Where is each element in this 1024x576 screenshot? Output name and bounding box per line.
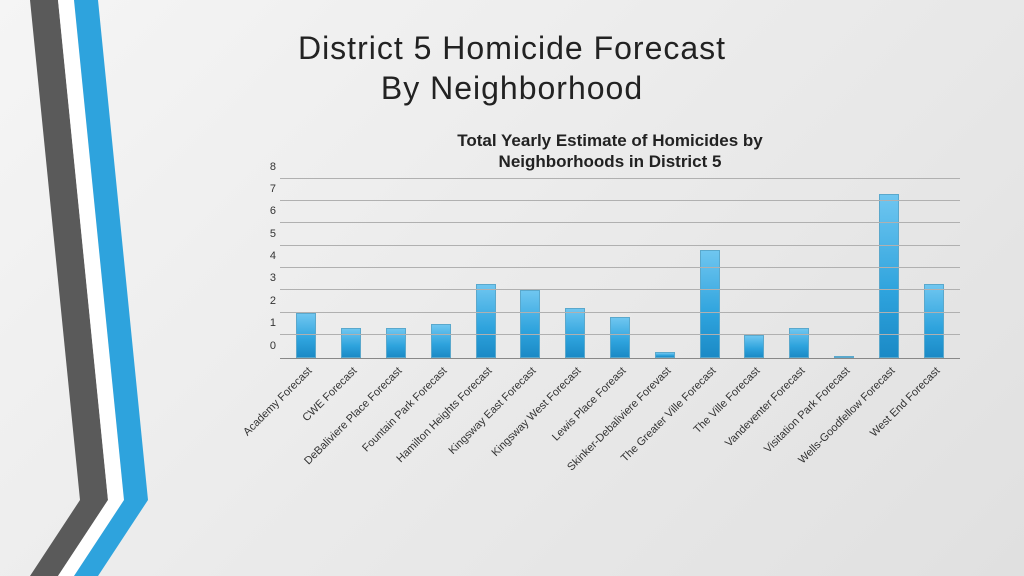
x-axis-label: Academy Forecast [242, 365, 315, 438]
bar-slot [329, 179, 374, 358]
slide-title-line2: By Neighborhood [381, 70, 643, 106]
bar [655, 352, 675, 358]
bars-container [280, 179, 960, 358]
gridline [280, 222, 960, 223]
slide-title-line1: District 5 Homicide Forecast [298, 30, 726, 66]
gridline [280, 334, 960, 335]
bar-slot [732, 179, 777, 358]
y-tick-label: 1 [260, 317, 276, 329]
bar [789, 328, 809, 357]
bar [924, 284, 944, 358]
bar-slot [508, 179, 553, 358]
bar-slot [866, 179, 911, 358]
bar-slot [284, 179, 329, 358]
bar-slot [642, 179, 687, 358]
y-tick-label: 4 [260, 250, 276, 262]
bar-slot [911, 179, 956, 358]
x-label-slot: West End Forecast [911, 359, 956, 499]
bar-slot [553, 179, 598, 358]
gridline [280, 178, 960, 179]
bar-slot [463, 179, 508, 358]
bar [520, 290, 540, 357]
bar [476, 284, 496, 358]
x-label-slot: Academy Forecast [284, 359, 329, 499]
bar [879, 194, 899, 357]
chart-title: Total Yearly Estimate of Homicides by Ne… [250, 130, 970, 173]
y-tick-label: 2 [260, 295, 276, 307]
y-tick-label: 0 [260, 340, 276, 352]
bar [744, 335, 764, 357]
bar-slot [418, 179, 463, 358]
bar [610, 317, 630, 357]
bar-slot [822, 179, 867, 358]
y-tick-label: 3 [260, 272, 276, 284]
bar-chart: Total Yearly Estimate of Homicides by Ne… [250, 130, 970, 550]
chart-title-line1: Total Yearly Estimate of Homicides by [457, 131, 762, 150]
plot-area: 012345678 [280, 179, 960, 359]
bar [565, 308, 585, 357]
bar-slot [374, 179, 419, 358]
x-axis-labels: Academy ForecastCWE ForecastDeBaliviere … [280, 359, 960, 499]
bar [296, 313, 316, 358]
y-tick-label: 7 [260, 183, 276, 195]
bar [341, 328, 361, 357]
gridline [280, 245, 960, 246]
bar [386, 328, 406, 357]
bar-slot [777, 179, 822, 358]
gridline [280, 267, 960, 268]
slide-title: District 5 Homicide Forecast By Neighbor… [0, 28, 1024, 108]
y-tick-label: 8 [260, 161, 276, 173]
bar-slot [598, 179, 643, 358]
bar [834, 356, 854, 358]
gridline [280, 312, 960, 313]
gridline [280, 289, 960, 290]
bar-slot [687, 179, 732, 358]
gridline [280, 200, 960, 201]
bar [431, 324, 451, 358]
chart-title-line2: Neighborhoods in District 5 [499, 152, 722, 171]
y-tick-label: 6 [260, 205, 276, 217]
y-tick-label: 5 [260, 228, 276, 240]
